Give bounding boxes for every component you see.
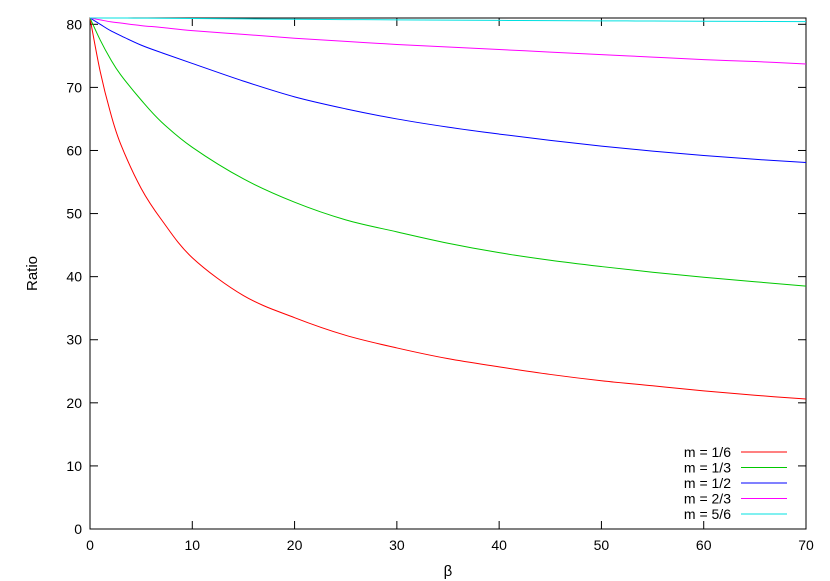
- legend-label-2: m = 1/3: [684, 460, 731, 476]
- x-tick-label: 30: [389, 537, 405, 553]
- x-tick-label: 40: [491, 537, 507, 553]
- series-lines: [89, 17, 807, 400]
- x-tick-label: 20: [287, 537, 303, 553]
- y-tick-label: 50: [66, 206, 82, 222]
- x-tick-label: 50: [594, 537, 610, 553]
- y-tick-label: 10: [66, 458, 82, 474]
- y-tick-label: 0: [74, 521, 82, 537]
- series-line-4: [89, 17, 807, 65]
- y-axis: 0 10 20 30 40 50 60 70 80: [66, 16, 806, 537]
- series-line-2: [89, 17, 807, 287]
- series-line-5: [90, 17, 807, 23]
- plot-border: [89, 17, 807, 530]
- legend-label-3: m = 1/2: [684, 475, 731, 491]
- legend-label-1: m = 1/6: [684, 444, 731, 460]
- y-axis-title: Ratio: [24, 256, 41, 291]
- y-tick-label: 20: [66, 395, 82, 411]
- x-tick-label: 10: [184, 537, 200, 553]
- legend-label-4: m = 2/3: [684, 491, 731, 507]
- y-tick-label: 60: [66, 142, 82, 158]
- series-line-1: [89, 17, 807, 400]
- x-tick-label: 60: [696, 537, 712, 553]
- x-axis: 0 10 20 30 40 50 60 70: [86, 18, 814, 553]
- x-axis-title: β: [444, 563, 453, 580]
- legend-label-5: m = 5/6: [684, 506, 731, 522]
- legend: m = 1/6m = 1/3m = 1/2m = 2/3m = 5/6: [684, 444, 787, 522]
- y-tick-label: 70: [66, 79, 82, 95]
- y-tick-label: 80: [66, 16, 82, 32]
- x-tick-label: 0: [86, 537, 94, 553]
- y-tick-label: 30: [66, 332, 82, 348]
- series-line-3: [89, 17, 807, 163]
- x-tick-label: 70: [798, 537, 814, 553]
- plot-frame: [89, 17, 807, 530]
- y-tick-label: 40: [66, 269, 82, 285]
